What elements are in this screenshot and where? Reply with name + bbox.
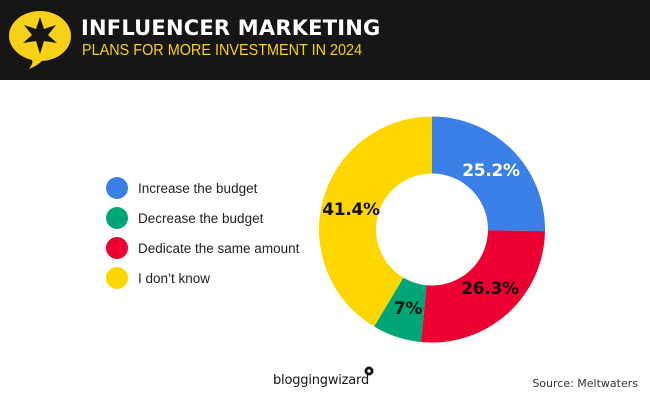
legend-label: Increase the budget — [138, 180, 258, 196]
brand-logo-text: bloggingwizard — [273, 373, 370, 388]
donut-slice-i-don-t-know — [319, 116, 432, 327]
slice-label-dont-know: 41.4% — [322, 200, 380, 220]
legend-label: I don’t know — [138, 270, 211, 286]
legend-item-same: Dedicate the same amount — [106, 233, 299, 263]
legend-label: Dedicate the same amount — [138, 240, 300, 256]
brand-star-icon — [364, 366, 374, 376]
legend-item-increase: Increase the budget — [106, 173, 299, 203]
source-note: Source: Meltwaters — [532, 377, 638, 390]
donut-slice-dedicate-the-same-amount — [421, 230, 545, 343]
donut-slice-increase-the-budget — [432, 116, 545, 232]
legend-swatch-red — [106, 237, 128, 259]
legend-item-dont-know: I don’t know — [106, 263, 299, 293]
slice-label-increase: 25.2% — [462, 161, 520, 181]
chart-title: INFLUENCER MARKETING — [81, 16, 381, 40]
legend: Increase the budget Decrease the budget … — [106, 173, 299, 293]
legend-swatch-blue — [106, 177, 128, 199]
chart-subtitle: PLANS FOR MORE INVESTMENT IN 2024 — [82, 42, 363, 59]
slice-label-decrease: 7% — [393, 299, 423, 319]
slice-label-same: 26.3% — [461, 279, 519, 299]
donut-slice-decrease-the-budget — [374, 277, 427, 342]
legend-swatch-green — [106, 207, 128, 229]
legend-item-decrease: Decrease the budget — [106, 203, 299, 233]
star-speech-bubble-icon — [9, 11, 71, 69]
header-bar: INFLUENCER MARKETING PLANS FOR MORE INVE… — [0, 0, 650, 80]
legend-label: Decrease the budget — [138, 210, 264, 226]
legend-swatch-yellow — [106, 267, 128, 289]
